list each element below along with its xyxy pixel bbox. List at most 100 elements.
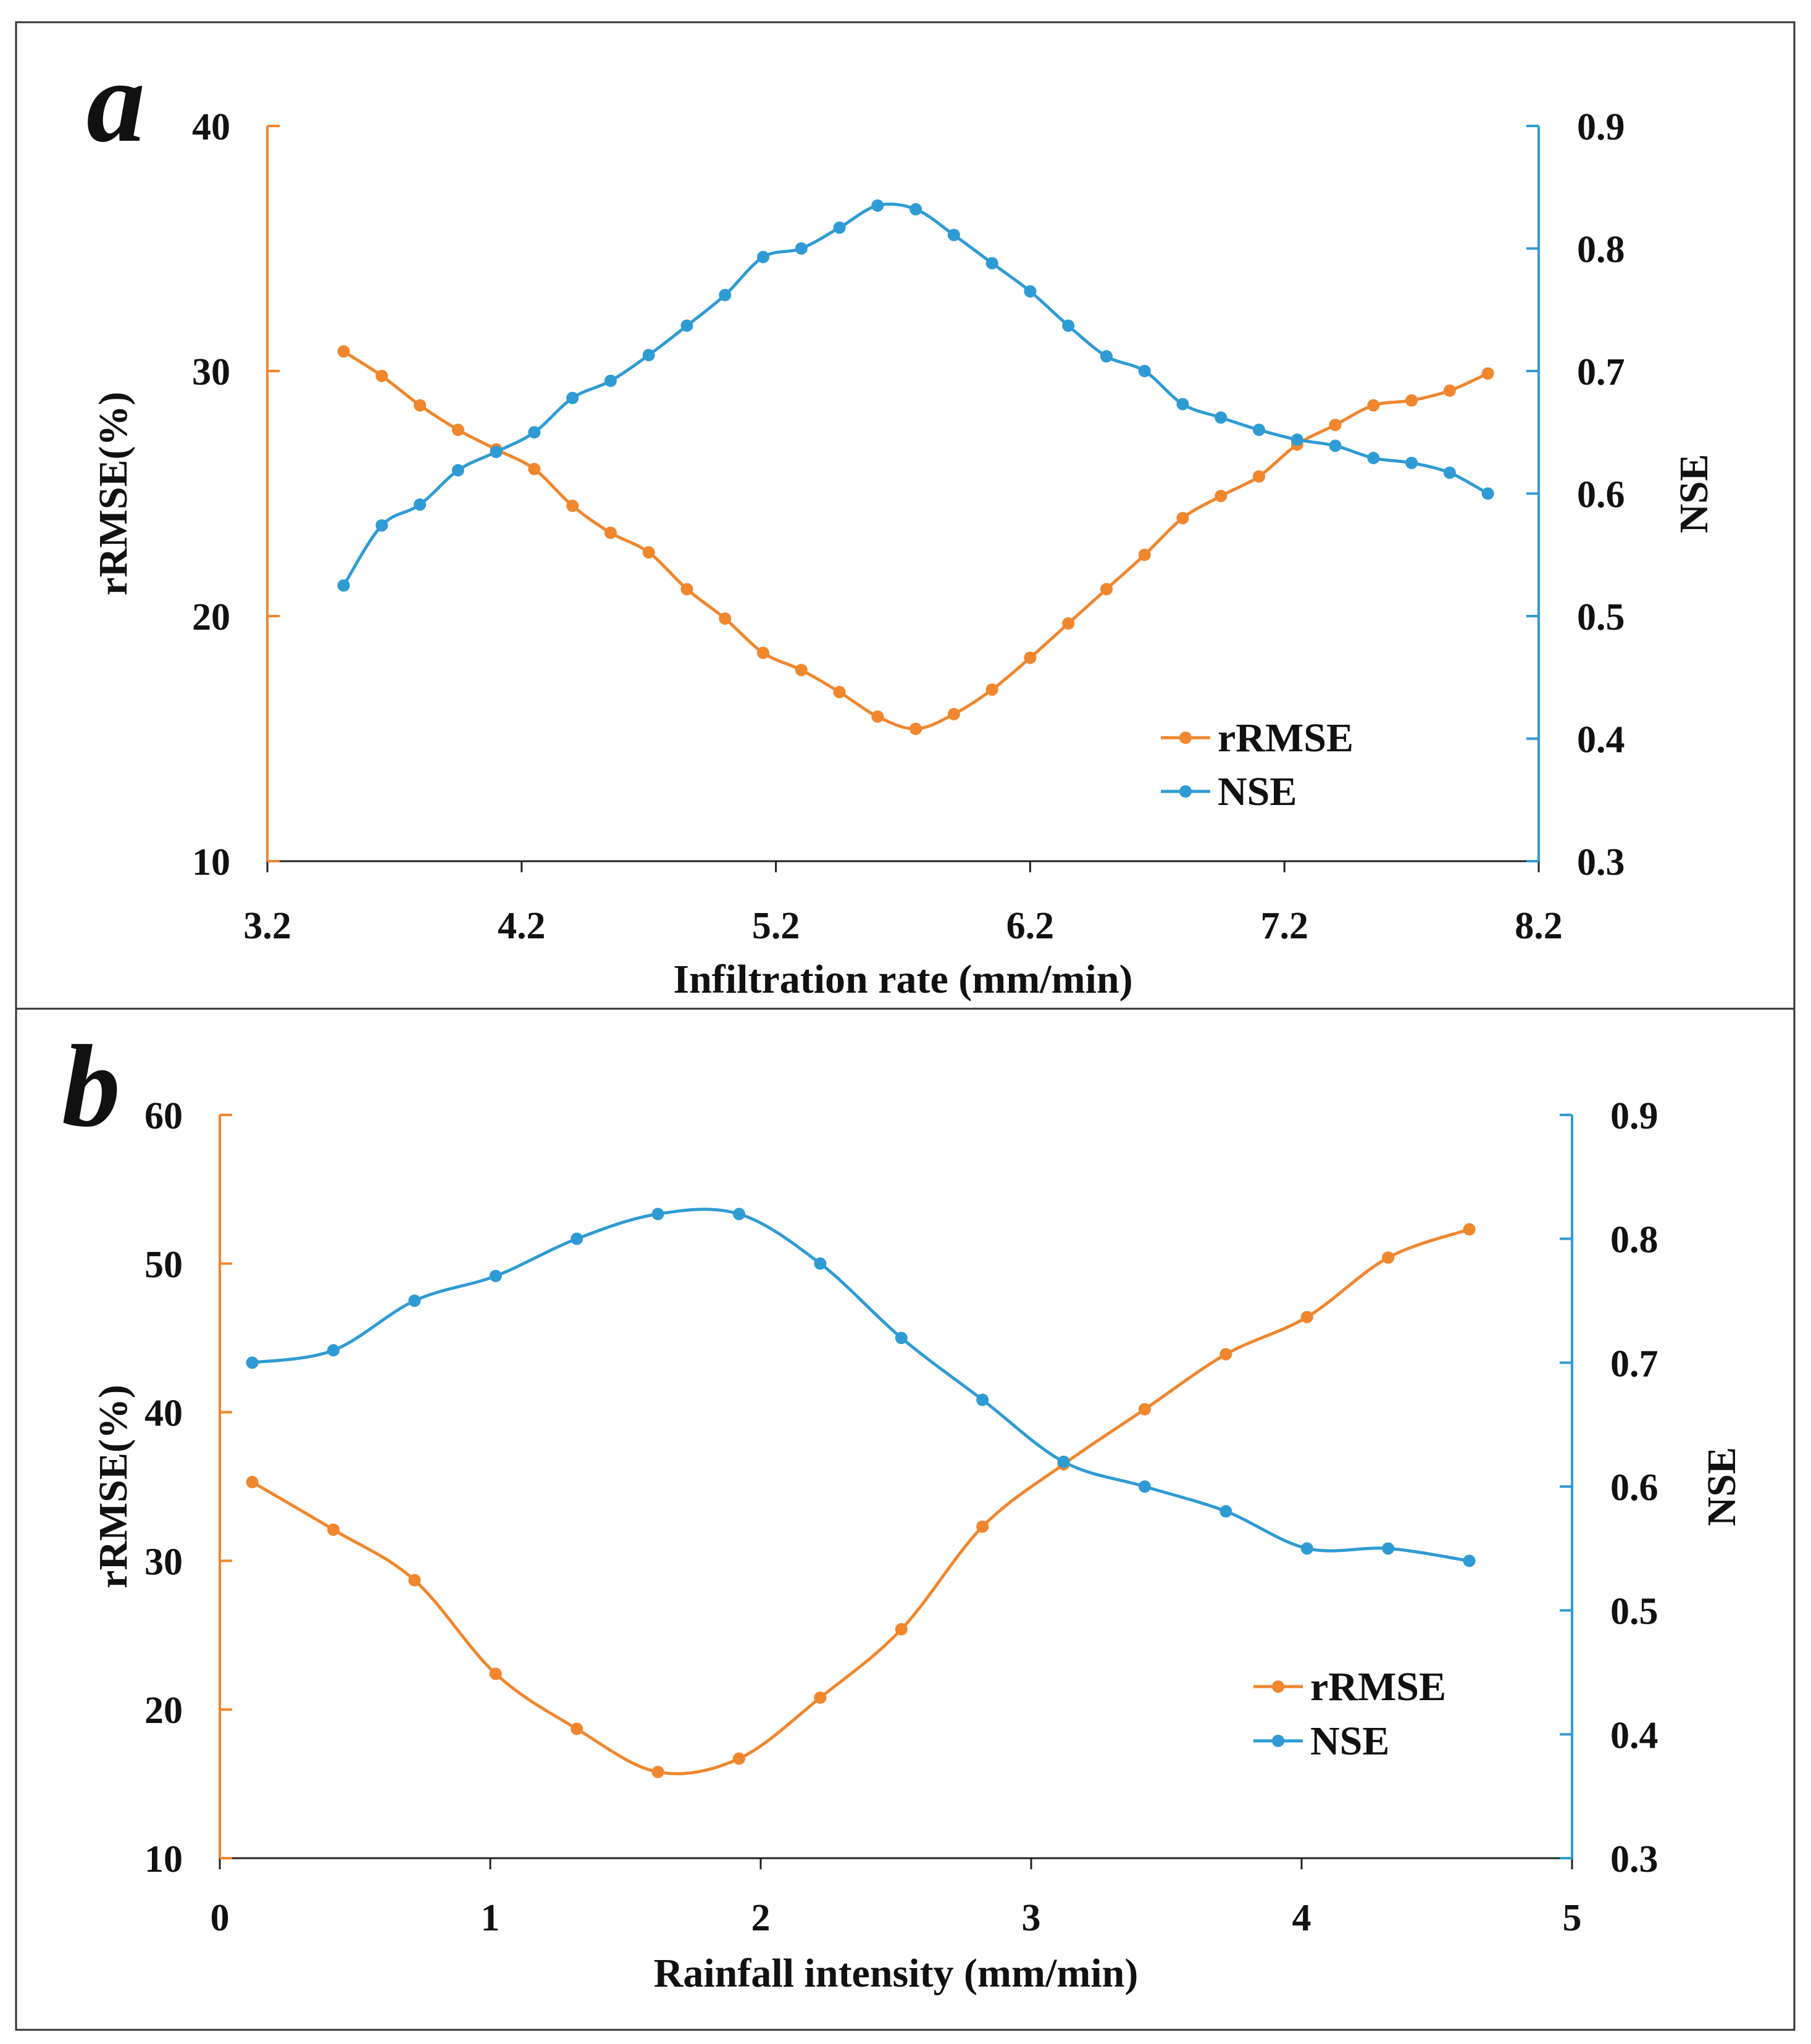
panel-a-nse-point	[947, 228, 960, 241]
panel-b-x-tick-label: 1	[481, 1897, 500, 1939]
panel-b-legend-rrmse-label: rRMSE	[1310, 1664, 1446, 1709]
panel-a-legend-nse-marker	[1179, 785, 1192, 798]
panel-a-rrmse-point	[1367, 399, 1380, 412]
panel-b-x-tick-label: 3	[1022, 1897, 1041, 1939]
panel-b-rrmse-point	[732, 1752, 745, 1765]
panel-b-y-tick-label: 30	[144, 1541, 183, 1583]
panel-a-rrmse-point	[1024, 651, 1037, 664]
panel-a-legend-nse-label: NSE	[1218, 769, 1297, 814]
panel-b-nse-point	[1382, 1542, 1395, 1555]
panel-a-nse-point	[680, 319, 693, 332]
panel-a-rrmse-point	[414, 399, 427, 412]
panel-a-nse-line	[342, 202, 1490, 587]
panel-b-nse-point	[408, 1295, 421, 1307]
panel-a-rrmse-point	[910, 722, 922, 735]
panel-b-x-axis-label: Rainfall intensity (mm/min)	[654, 1951, 1139, 1996]
panel-a-rrmse-point	[604, 527, 617, 540]
panel-a-nse-point	[414, 498, 427, 511]
panel-b-nse-point	[246, 1356, 259, 1369]
panel-b-y2-tick-label: 0.6	[1610, 1467, 1658, 1509]
panel-b-nse-point	[327, 1344, 340, 1357]
panel-a-nse-point	[490, 446, 503, 459]
panel-a-legend-rrmse-marker	[1179, 732, 1192, 744]
panel-a-nse-point	[604, 374, 617, 387]
panel-b-y-tick-label: 20	[144, 1690, 183, 1732]
panel-a-rrmse-point	[566, 499, 579, 512]
panel-b-nse-point	[1057, 1455, 1070, 1468]
panel-b-x-tick-label: 2	[751, 1897, 771, 1939]
panel-a-rrmse-point	[528, 462, 541, 475]
panel-b-nse-point	[814, 1257, 827, 1270]
panel-b-nse-point	[1138, 1480, 1151, 1493]
panel-a-nse-point	[642, 349, 655, 362]
panel-b-y-tick-label: 10	[144, 1838, 183, 1880]
panel-b-x-tick-label: 0	[211, 1897, 230, 1939]
panel-a-x-tick-label: 8.2	[1515, 905, 1563, 947]
panel-a-rrmse-point	[680, 583, 693, 596]
panel-b-nse-line	[251, 1208, 1471, 1562]
panel-a-rrmse-point	[1062, 617, 1075, 630]
panel-a-rrmse-point	[1405, 394, 1418, 407]
panel-a-rrmse-point	[1138, 548, 1151, 561]
panel-a-rrmse-point	[1215, 490, 1228, 503]
panel-a-y2-tick-label: 0.5	[1577, 596, 1625, 638]
panel-a-rrmse-point	[1443, 384, 1456, 397]
panel-a-nse-point	[1290, 433, 1303, 446]
panel-a-rrmse-point	[337, 345, 350, 358]
panel-a-y-tick-label: 20	[192, 596, 230, 638]
panel-b-y-tick-label: 40	[144, 1393, 183, 1435]
panel-b-rrmse-line	[251, 1227, 1471, 1775]
panel-a-rrmse-point	[947, 707, 960, 720]
panel-b-x-tick-label: 4	[1292, 1897, 1311, 1939]
panel-b-rrmse-point	[1463, 1223, 1476, 1236]
panel-b-y-axis-label: rRMSE(%)	[91, 1385, 136, 1588]
panel-b-rrmse-point	[489, 1667, 502, 1680]
panel-a-y-tick-label: 10	[192, 841, 230, 883]
panel-a-y-axis-label: rRMSE(%)	[91, 392, 136, 596]
panel-b-nse-point	[489, 1269, 502, 1282]
panel-a-nse-point	[337, 579, 350, 592]
panel-a-rrmse-point	[833, 686, 846, 699]
panel-b-y-tick-label: 50	[144, 1244, 183, 1286]
panel-a-nse-point	[1405, 456, 1418, 469]
panel-a-rrmse-point	[1100, 583, 1113, 596]
panel-a-nse-point	[1481, 487, 1494, 500]
panel-a-nse-point	[833, 221, 846, 234]
panel-a-nse-point	[1329, 440, 1342, 453]
panel-a-nse-point	[375, 519, 388, 532]
panel-b-rrmse-point	[1382, 1251, 1395, 1264]
panel-b: b 0 1 2 3 4 5 10 20 30 40 50 60 0.3 0.4 0.5 0.6 0.7 0.8 0.…	[62, 1022, 1744, 1996]
panel-a-y2-tick-label: 0.7	[1577, 351, 1625, 393]
panel-a-rrmse-point	[642, 546, 655, 559]
panel-b-x-tick-label: 5	[1563, 1897, 1582, 1939]
panel-a-rrmse-point	[1176, 512, 1189, 525]
panel-b-nse-point	[1463, 1554, 1476, 1567]
panel-a-nse-point	[1215, 411, 1228, 424]
panel-b-y2-tick-label: 0.5	[1610, 1591, 1658, 1633]
panel-a-nse-point	[1138, 365, 1151, 377]
panel-a-nse-point	[528, 426, 541, 439]
panel-a-rrmse-point	[1481, 367, 1494, 380]
panel-b-nse-point	[976, 1393, 989, 1406]
panel-b-y2-tick-label: 0.7	[1610, 1343, 1658, 1385]
panel-b-y2-tick-label: 0.4	[1610, 1714, 1658, 1756]
panel-b-legend-nse-label: NSE	[1310, 1719, 1389, 1764]
panel-a-nse-point	[451, 464, 464, 477]
panel-b-rrmse-point	[895, 1623, 908, 1636]
panel-a-rrmse-point	[1253, 470, 1266, 483]
panel-a-y2-tick-label: 0.9	[1577, 106, 1625, 148]
panel-a-x-tick-label: 6.2	[1006, 905, 1055, 947]
panel-b-rrmse-point	[1300, 1311, 1313, 1324]
panel-a-x-tick-label: 3.2	[243, 905, 291, 947]
panel-a-y-tick-label: 40	[192, 106, 230, 148]
panel-a-nse-point	[985, 257, 998, 270]
panel-b-rrmse-point	[408, 1574, 421, 1587]
panel-b-rrmse-point	[976, 1520, 989, 1533]
panel-a-rrmse-point	[1329, 419, 1342, 432]
panel-a-nse-point	[719, 288, 732, 301]
panel-a-legend-rrmse-label: rRMSE	[1218, 715, 1353, 761]
panel-a-y2-tick-label: 0.4	[1577, 719, 1625, 761]
panel-a-y2-tick-label: 0.8	[1577, 229, 1625, 271]
panel-b-rrmse-point	[1219, 1348, 1232, 1361]
